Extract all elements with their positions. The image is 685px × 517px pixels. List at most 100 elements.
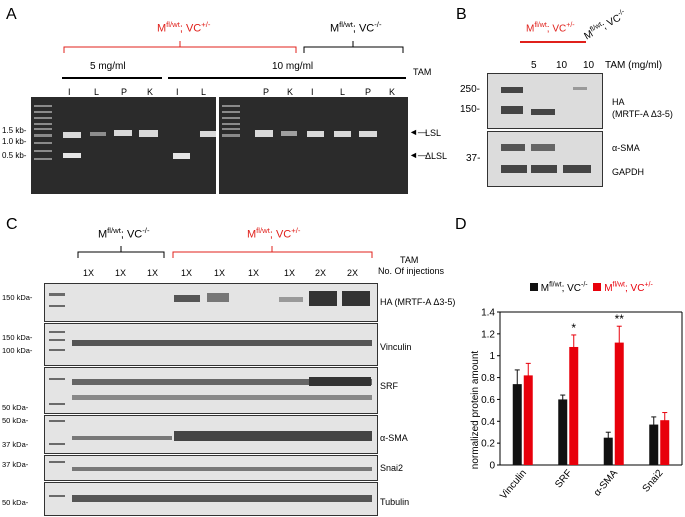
- panel-c-label-srf: SRF: [380, 381, 398, 391]
- panel-c-marker-snai2: 37 kDa-: [2, 460, 29, 469]
- panel-c-marker-tubulin: 50 kDa-: [2, 498, 29, 507]
- panel-a-dose10-line: [168, 77, 406, 79]
- bar: [512, 384, 522, 465]
- panel-a-lane-labels: I L P K I L P K I L P K: [0, 87, 420, 99]
- panel-c-injection-row: 1X 1X 1X 1X 1X 1X 1X 2X 2X: [0, 268, 375, 280]
- panel-a-black-bracket: [303, 41, 404, 53]
- injection-count: 1X: [83, 268, 95, 278]
- lane-label: P: [121, 87, 128, 97]
- panel-c-black-bracket: [77, 246, 165, 258]
- legend-swatch-treated: [593, 283, 602, 292]
- panel-c-letter: C: [6, 216, 18, 233]
- x-tick-label: α-SMA: [592, 468, 620, 499]
- panel-c-tam-label: TAM: [400, 255, 419, 265]
- bar: [603, 437, 613, 465]
- panel-b-blot-image: [487, 73, 603, 187]
- panel-a-marker-1.5kb: 1.5 kb-: [2, 126, 27, 135]
- lane-label: L: [201, 87, 207, 97]
- y-tick-label: 1.4: [481, 308, 495, 319]
- lane-label: K: [389, 87, 396, 97]
- panel-b-letter: B: [456, 6, 467, 23]
- panel-a-band-dlsl: ΔLSL: [425, 151, 448, 161]
- panel-a-band-lsl: LSL: [425, 128, 442, 138]
- x-tick-label: SRF: [553, 468, 574, 490]
- panel-b-dose: 10: [583, 60, 595, 71]
- significance-label: **: [615, 312, 625, 326]
- panel-b-red-underline: [520, 41, 586, 43]
- legend-label-control: Mfl/wt; VC-/-: [540, 282, 588, 295]
- panel-b-dose: 5: [531, 60, 537, 71]
- y-tick-label: 0.4: [481, 417, 495, 428]
- panel-a-tam-label: TAM: [413, 67, 432, 77]
- legend-label-treated: Mfl/wt; VC+/-: [604, 282, 653, 295]
- panel-c-label-vinculin: Vinculin: [380, 342, 412, 352]
- panel-b-marker-150: 150-: [460, 104, 481, 115]
- lane-label: L: [340, 87, 346, 97]
- y-tick-label: 1: [489, 351, 495, 362]
- lane-label: K: [147, 87, 154, 97]
- panel-b-black-label: Mfl/wt; VC-/-: [582, 8, 626, 43]
- panel-d-legend: Mfl/wt; VC-/- Mfl/wt; VC+/-: [530, 282, 653, 294]
- panel-c-marker-vinculin-100: 100 kDa-: [2, 346, 33, 355]
- panel-b-tam-label: TAM (mg/ml): [605, 60, 663, 71]
- panel-c-black-group-label: Mfl/wt; VC-/-: [98, 226, 150, 241]
- lane-label: P: [365, 87, 372, 97]
- lane-label: I: [311, 87, 314, 97]
- panel-d-letter: D: [455, 216, 467, 233]
- injection-count: 2X: [315, 268, 327, 278]
- panel-a-letter: A: [6, 6, 17, 23]
- injection-count: 1X: [147, 268, 159, 278]
- significance-label: *: [571, 321, 576, 335]
- panel-c-red-bracket: [172, 246, 373, 258]
- arrow-left-icon: ◄—: [409, 127, 427, 137]
- panel-a-marker-0.5kb: 0.5 kb-: [2, 151, 27, 160]
- x-tick-label: Snai2: [641, 468, 666, 495]
- panel-c-label-snai2: Snai2: [380, 463, 404, 473]
- arrow-left-icon: ◄—: [409, 150, 427, 160]
- panel-b-label-mrtf: (MRTF-A Δ3-5): [612, 109, 673, 119]
- panel-a-dose-10: 10 mg/ml: [272, 61, 314, 72]
- y-tick-label: 0: [489, 461, 495, 472]
- panel-c-marker-asma-50: 50 kDa-: [2, 416, 29, 425]
- lane-label: L: [94, 87, 100, 97]
- panel-a-black-group-label: Mfl/wt; VC-/-: [330, 20, 382, 35]
- panel-c-label-tubulin: Tubulin: [380, 497, 410, 507]
- panel-c-marker-srf: 50 kDa-: [2, 403, 29, 412]
- x-tick-label: Vinculin: [498, 468, 529, 502]
- panel-b-red-label: Mfl/wt; VC+/-: [526, 22, 575, 35]
- lane-label: P: [263, 87, 270, 97]
- panel-c-label-asma: α-SMA: [380, 433, 408, 443]
- y-tick-label: 0.2: [481, 439, 495, 450]
- injection-count: 1X: [284, 268, 296, 278]
- panel-b-marker-37: 37-: [466, 153, 481, 164]
- y-tick-label: 1.2: [481, 329, 495, 340]
- bar: [569, 346, 579, 465]
- lane-label: I: [176, 87, 179, 97]
- y-tick-label: 0.8: [481, 373, 495, 384]
- y-tick-label: 0.6: [481, 395, 495, 406]
- injection-count: 2X: [347, 268, 359, 278]
- panel-c-marker-vinculin-150: 150 kDa-: [2, 333, 33, 342]
- injection-count: 1X: [214, 268, 226, 278]
- bar: [660, 420, 670, 465]
- panel-b-label-gapdh: GAPDH: [612, 167, 645, 177]
- panel-a-red-bracket: [63, 41, 297, 53]
- legend-swatch-control: [530, 283, 538, 292]
- bar: [649, 424, 659, 465]
- injection-count: 1X: [115, 268, 127, 278]
- panel-b-dose: 10: [556, 60, 568, 71]
- panel-c-marker-ha: 150 kDa-: [2, 293, 33, 302]
- panel-a-gel-image: [31, 97, 408, 194]
- injection-count: 1X: [181, 268, 193, 278]
- panel-c-red-group-label: Mfl/wt; VC+/-: [247, 226, 301, 241]
- panel-b-label-asma: α-SMA: [612, 143, 640, 153]
- y-axis-label: normalized protein amount: [470, 351, 481, 470]
- panel-a-dose-5: 5 mg/ml: [90, 61, 126, 72]
- bar: [614, 342, 624, 465]
- panel-c-marker-asma-37: 37 kDa-: [2, 440, 29, 449]
- panel-b-marker-250: 250-: [460, 84, 481, 95]
- panel-d-chart: normalized protein amount 0 0.2 0.4 0.6 0.8 1…: [470, 308, 683, 502]
- panel-b-label-ha: HA: [612, 97, 625, 107]
- panel-c-blots-image: [44, 283, 378, 516]
- panel-a-dose5-line: [62, 77, 162, 79]
